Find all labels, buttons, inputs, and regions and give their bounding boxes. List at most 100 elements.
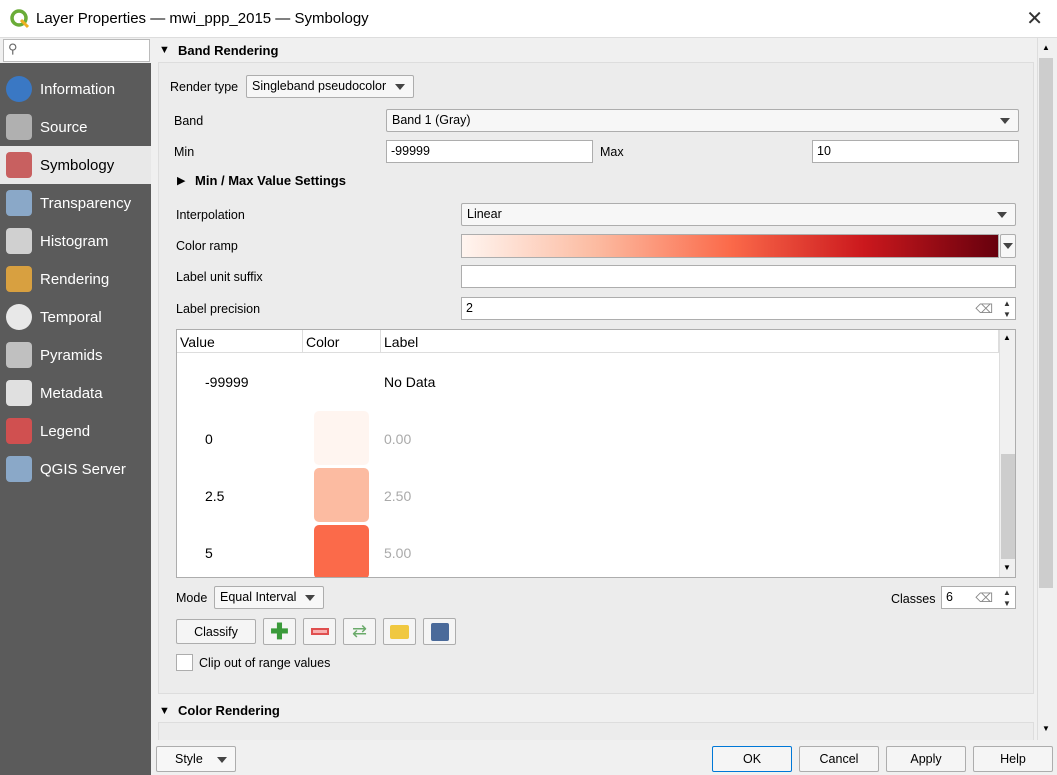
legend-icon bbox=[6, 418, 32, 444]
close-button[interactable]: ✕ bbox=[1026, 8, 1043, 30]
spin-arrows-icon[interactable]: ▲ ▼ bbox=[1003, 588, 1011, 608]
render-type-label: Render type bbox=[170, 80, 239, 94]
clip-label: Clip out of range values bbox=[199, 656, 331, 670]
spin-arrows-icon[interactable]: ▲ ▼ bbox=[1003, 299, 1011, 319]
label-precision-spinbox[interactable]: 2 ⌫ ▲ ▼ bbox=[461, 297, 1016, 320]
min-input[interactable]: -99999 bbox=[386, 140, 593, 163]
color-swatch[interactable] bbox=[314, 411, 369, 465]
cancel-button[interactable]: Cancel bbox=[799, 746, 879, 772]
table-row[interactable]: 5 5.00 bbox=[177, 525, 999, 577]
column-header-label[interactable]: Label bbox=[381, 330, 999, 353]
scrollbar-thumb[interactable] bbox=[1001, 454, 1015, 559]
band-select[interactable]: Band 1 (Gray) bbox=[386, 109, 1019, 132]
remove-class-button[interactable] bbox=[303, 618, 336, 645]
scrollbar-thumb[interactable] bbox=[1039, 58, 1053, 588]
color-rendering-header[interactable]: Color Rendering bbox=[178, 703, 280, 718]
mode-select[interactable]: Equal Interval bbox=[214, 586, 324, 609]
save-button[interactable] bbox=[423, 618, 456, 645]
column-header-color[interactable]: Color bbox=[303, 330, 381, 353]
clear-icon[interactable]: ⌫ bbox=[975, 302, 993, 316]
sidebar-item-label: Pyramids bbox=[40, 346, 103, 364]
brush-icon bbox=[6, 266, 32, 292]
color-ramp-label: Color ramp bbox=[176, 239, 238, 253]
sidebar-item-temporal[interactable]: Temporal bbox=[0, 298, 151, 336]
metadata-icon bbox=[6, 380, 32, 406]
apply-button[interactable]: Apply bbox=[886, 746, 966, 772]
sidebar-item-legend[interactable]: Legend bbox=[0, 412, 151, 450]
dropdown-arrow-icon bbox=[217, 757, 227, 763]
label-cell[interactable]: 2.50 bbox=[384, 488, 412, 504]
table-row[interactable]: -99999 No Data bbox=[177, 354, 999, 411]
band-label: Band bbox=[174, 114, 204, 128]
classes-label: Classes bbox=[891, 592, 936, 606]
max-input[interactable]: 10 bbox=[812, 140, 1019, 163]
sidebar-item-label: Transparency bbox=[40, 194, 132, 212]
wrench-gear-icon bbox=[6, 114, 32, 140]
window-title: Layer Properties — mwi_ppp_2015 — Symbol… bbox=[36, 10, 369, 27]
sidebar-item-qgis-server[interactable]: QGIS Server bbox=[0, 450, 151, 488]
band-rendering-header[interactable]: Band Rendering bbox=[178, 43, 279, 58]
collapse-triangle-icon[interactable]: ▼ bbox=[159, 705, 170, 717]
floppy-save-icon bbox=[430, 622, 449, 641]
clear-icon[interactable]: ⌫ bbox=[975, 591, 993, 605]
label-cell[interactable]: No Data bbox=[384, 374, 436, 390]
histogram-icon bbox=[6, 228, 32, 254]
dropdown-arrow-icon bbox=[1003, 243, 1013, 249]
main-scrollbar[interactable]: ▲ ▼ bbox=[1037, 38, 1054, 740]
value-cell[interactable]: 0 bbox=[205, 431, 213, 447]
add-class-button[interactable]: ✚ bbox=[263, 618, 296, 645]
collapse-triangle-icon[interactable]: ▼ bbox=[159, 44, 170, 56]
classify-button[interactable]: Classify bbox=[176, 619, 256, 644]
sidebar-item-label: Symbology bbox=[40, 156, 115, 174]
interpolation-select[interactable]: Linear bbox=[461, 203, 1016, 226]
color-ramp-button[interactable] bbox=[461, 234, 999, 258]
interpolation-label: Interpolation bbox=[176, 208, 245, 222]
style-menu-button[interactable]: Style bbox=[156, 746, 236, 772]
sidebar-item-metadata[interactable]: Metadata bbox=[0, 374, 151, 412]
value-cell[interactable]: -99999 bbox=[205, 374, 249, 390]
dropdown-arrow-icon bbox=[1000, 118, 1010, 124]
plus-icon: ✚ bbox=[270, 618, 289, 644]
expand-triangle-icon[interactable]: ▶ bbox=[177, 175, 186, 187]
min-label: Min bbox=[174, 145, 195, 159]
sidebar-item-symbology[interactable]: Symbology bbox=[0, 146, 151, 184]
label-precision-label: Label precision bbox=[176, 302, 261, 316]
max-label: Max bbox=[600, 145, 624, 159]
table-row[interactable]: 2.5 2.50 bbox=[177, 468, 999, 525]
sidebar-item-rendering[interactable]: Rendering bbox=[0, 260, 151, 298]
sidebar-item-source[interactable]: Source bbox=[0, 108, 151, 146]
clip-checkbox[interactable] bbox=[176, 654, 193, 671]
table-scrollbar[interactable]: ▲ ▼ bbox=[999, 330, 1015, 577]
label-suffix-input[interactable] bbox=[461, 265, 1016, 288]
ok-button[interactable]: OK bbox=[712, 746, 792, 772]
table-row[interactable]: 0 0.00 bbox=[177, 411, 999, 468]
help-button[interactable]: Help bbox=[973, 746, 1053, 772]
folder-icon bbox=[390, 624, 409, 639]
color-swatch[interactable] bbox=[314, 468, 369, 522]
sidebar-item-label: Information bbox=[40, 80, 116, 98]
sidebar-item-label: QGIS Server bbox=[40, 460, 126, 478]
sidebar-item-pyramids[interactable]: Pyramids bbox=[0, 336, 151, 374]
sidebar-search-input[interactable]: ⚲ bbox=[3, 39, 150, 62]
load-button[interactable] bbox=[383, 618, 416, 645]
clock-icon bbox=[6, 304, 32, 330]
column-header-value[interactable]: Value bbox=[177, 330, 303, 353]
sidebar-item-histogram[interactable]: Histogram bbox=[0, 222, 151, 260]
sidebar-item-information[interactable]: Information bbox=[0, 70, 151, 108]
color-ramp-dropdown[interactable] bbox=[1000, 234, 1016, 258]
sidebar-item-label: Histogram bbox=[40, 232, 109, 250]
sidebar-item-label: Rendering bbox=[40, 270, 110, 288]
minmax-settings-header[interactable]: Min / Max Value Settings bbox=[195, 173, 346, 188]
sidebar-item-transparency[interactable]: Transparency bbox=[0, 184, 151, 222]
label-cell[interactable]: 5.00 bbox=[384, 545, 412, 561]
label-cell[interactable]: 0.00 bbox=[384, 431, 412, 447]
reverse-button[interactable]: ⇄ bbox=[343, 618, 376, 645]
reverse-arrows-icon: ⇄ bbox=[351, 621, 368, 641]
render-type-select[interactable]: Singleband pseudocolor bbox=[246, 75, 414, 98]
classes-spinbox[interactable]: 6 ⌫ ▲ ▼ bbox=[941, 586, 1016, 609]
pyramid-icon bbox=[6, 342, 32, 368]
value-cell[interactable]: 5 bbox=[205, 545, 213, 561]
dropdown-arrow-icon bbox=[395, 84, 405, 90]
color-swatch[interactable] bbox=[314, 525, 369, 577]
value-cell[interactable]: 2.5 bbox=[205, 488, 225, 504]
